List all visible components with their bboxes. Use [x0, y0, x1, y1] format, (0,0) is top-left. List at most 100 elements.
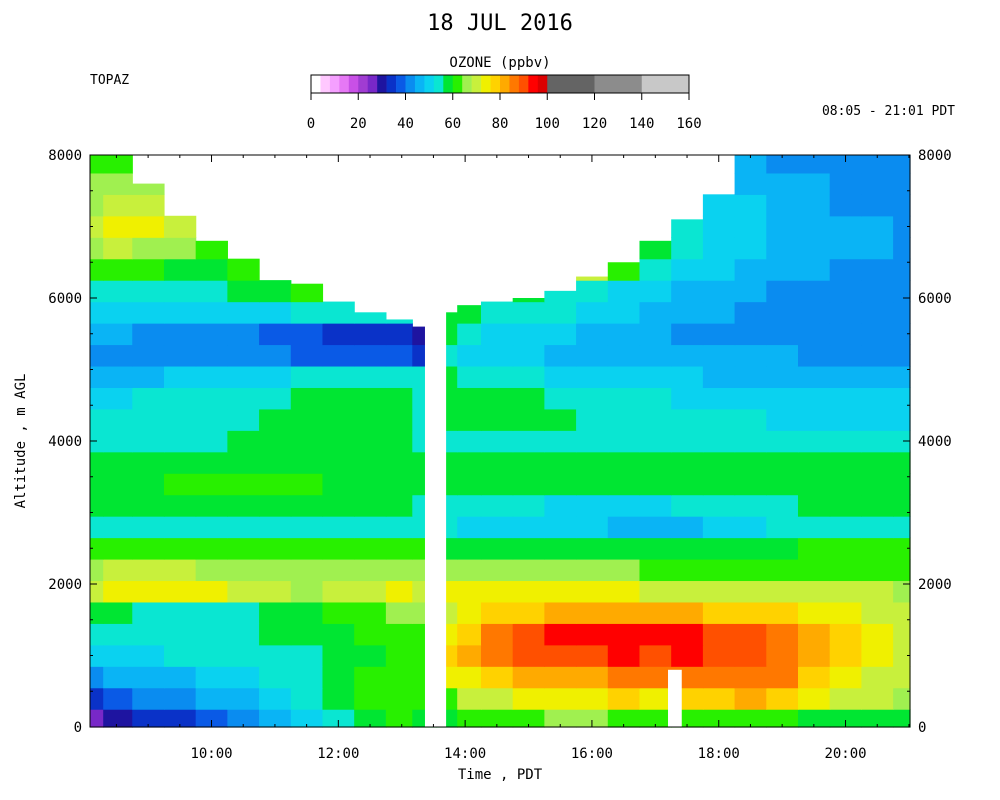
heatmap-cell — [354, 408, 387, 431]
heatmap-cell — [861, 709, 894, 728]
heatmap-cell — [734, 408, 767, 431]
heatmap-cell — [893, 623, 911, 646]
heatmap-cell — [195, 258, 228, 281]
heatmap-cell — [797, 516, 831, 539]
heatmap-cell — [103, 301, 133, 324]
heatmap-cell — [607, 408, 641, 431]
heatmap-cell — [893, 516, 911, 539]
heatmap-cell — [480, 580, 514, 603]
heatmap-cell — [766, 215, 799, 238]
heatmap-cell — [861, 172, 894, 195]
colorbar-swatch — [339, 75, 350, 93]
heatmap-cell — [671, 365, 704, 388]
heatmap-cell — [385, 644, 413, 667]
heatmap-cell — [639, 387, 672, 410]
x-tick-label: 14:00 — [444, 746, 486, 762]
heatmap-cell — [227, 451, 260, 474]
heatmap-cell — [512, 344, 545, 367]
colorbar-swatch — [547, 75, 595, 93]
heatmap-cell — [195, 473, 228, 496]
heatmap-cell — [227, 258, 260, 281]
heatmap-cell — [861, 558, 894, 582]
heatmap-cell — [797, 237, 831, 260]
heatmap-cell — [90, 155, 104, 174]
heatmap-cell — [671, 387, 704, 410]
heatmap-cell — [544, 290, 577, 303]
heatmap-cell — [322, 323, 355, 346]
heatmap-cell — [322, 387, 355, 410]
heatmap-cell — [103, 323, 133, 346]
heatmap-cell — [132, 301, 165, 324]
heatmap-cell — [259, 344, 292, 367]
heatmap-cell — [259, 365, 292, 388]
heatmap-cell — [163, 516, 197, 539]
heatmap-cell — [132, 344, 165, 367]
heatmap-cell — [259, 623, 292, 646]
heatmap-cell — [480, 430, 514, 453]
heatmap-cell — [639, 666, 672, 689]
heatmap-cell — [322, 430, 355, 453]
colorbar-swatch — [386, 75, 397, 93]
heatmap-cell — [322, 516, 355, 539]
heatmap-cell — [797, 194, 831, 217]
heatmap-cell — [829, 155, 862, 174]
heatmap-cell — [829, 601, 862, 624]
heatmap-cell — [195, 580, 228, 603]
heatmap-cell — [639, 558, 672, 582]
heatmap-cell — [227, 558, 260, 582]
heatmap-cell — [797, 580, 831, 603]
heatmap-cell — [861, 666, 894, 689]
heatmap-cell — [639, 687, 672, 710]
heatmap-cell — [103, 709, 133, 728]
heatmap-cell — [734, 172, 767, 195]
heatmap-cell — [90, 408, 104, 431]
heatmap-cell — [576, 709, 609, 728]
heatmap-cell — [512, 687, 545, 710]
heatmap-cell — [132, 558, 165, 582]
heatmap-cell — [163, 537, 197, 560]
heatmap-cell — [132, 215, 165, 238]
heatmap-cell — [829, 215, 862, 238]
heatmap-cell — [132, 644, 165, 667]
heatmap-cell — [766, 666, 799, 689]
heatmap-cell — [163, 451, 197, 474]
heatmap-cell — [544, 323, 577, 346]
heatmap-cell — [163, 215, 197, 238]
heatmap-cell — [671, 558, 704, 582]
heatmap-cell — [734, 258, 767, 281]
heatmap-cell — [90, 258, 104, 281]
heatmap-cell — [829, 430, 862, 453]
heatmap-cell — [227, 666, 260, 689]
heatmap-cell — [544, 430, 577, 453]
heatmap-cell — [702, 451, 736, 474]
heatmap-cell — [480, 623, 514, 646]
heatmap-cell — [766, 601, 799, 624]
heatmap-cell — [671, 280, 704, 303]
heatmap-cell — [512, 430, 545, 453]
heatmap-cell — [607, 365, 641, 388]
heatmap-cell — [861, 387, 894, 410]
heatmap-cell — [227, 301, 260, 324]
x-axis-label: Time , PDT — [458, 767, 543, 783]
heatmap-cell — [671, 473, 704, 496]
heatmap-cell — [290, 473, 324, 496]
heatmap-cell — [766, 451, 799, 474]
heatmap-cell — [132, 387, 165, 410]
heatmap-cell — [385, 408, 413, 431]
heatmap-cell — [576, 365, 609, 388]
heatmap-cell — [829, 258, 862, 281]
heatmap-cell — [480, 408, 514, 431]
colorbar-legend: OZONE (ppbv) 0 20 40 60 80 100 120 140 160 — [307, 55, 702, 132]
heatmap-cell — [607, 280, 641, 303]
heatmap-cell — [480, 323, 514, 346]
colorbar-swatch — [462, 75, 472, 93]
heatmap-cell — [639, 537, 672, 560]
heatmap-cell — [385, 537, 413, 560]
heatmap-cell — [290, 430, 324, 453]
heatmap-cell — [829, 494, 862, 517]
heatmap-cell — [354, 580, 387, 603]
heatmap-cell — [544, 687, 577, 710]
heatmap-cell — [766, 172, 799, 195]
heatmap-cell — [322, 666, 355, 689]
heatmap-cell — [322, 644, 355, 667]
